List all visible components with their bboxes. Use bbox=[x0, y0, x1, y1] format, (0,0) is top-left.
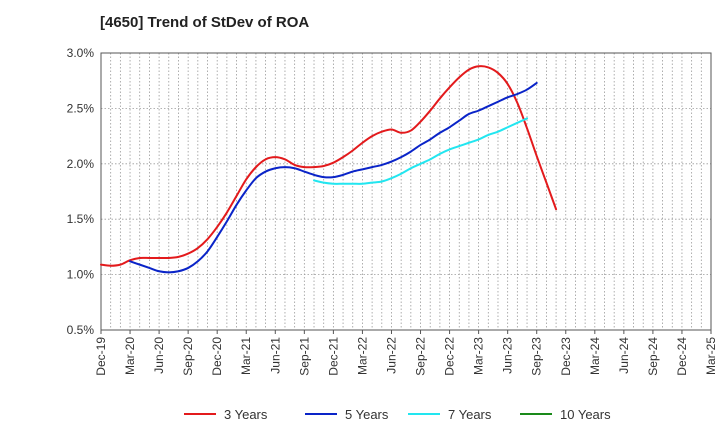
legend-label: 10 Years bbox=[560, 407, 611, 422]
x-tick-label: Dec-23 bbox=[559, 337, 573, 376]
x-tick-label: Jun-24 bbox=[617, 337, 631, 374]
y-tick-label: 0.5% bbox=[67, 323, 95, 337]
x-tick-label: Dec-20 bbox=[210, 337, 224, 376]
x-tick-label: Mar-21 bbox=[239, 337, 253, 375]
x-tick-label: Dec-24 bbox=[675, 337, 689, 376]
chart-title: [4650] Trend of StDev of ROA bbox=[100, 14, 310, 31]
x-tick-label: Mar-25 bbox=[704, 337, 718, 375]
series-line-7-years bbox=[313, 117, 529, 185]
legend-label: 7 Years bbox=[448, 407, 492, 422]
x-tick-label: Dec-22 bbox=[443, 337, 457, 376]
x-tick-label: Mar-22 bbox=[355, 337, 369, 375]
plot-frame bbox=[100, 52, 712, 331]
series-line-3-years bbox=[100, 65, 558, 267]
x-tick-label: Sep-23 bbox=[530, 337, 544, 376]
x-tick-label: Sep-21 bbox=[297, 337, 311, 376]
x-tick-label: Jun-22 bbox=[384, 337, 398, 374]
x-axis-ticks: Dec-19 Mar-20 Jun-20 Sep-20 Dec-20 Mar-21 Jun-… bbox=[94, 330, 718, 376]
y-tick-label: 2.5% bbox=[67, 101, 95, 115]
y-axis-ticks: 0.5% 1.0% 1.5% 2.0% 2.5% 3.0% bbox=[67, 46, 95, 337]
x-tick-label: Jun-20 bbox=[152, 337, 166, 374]
y-tick-label: 1.5% bbox=[67, 212, 95, 226]
x-tick-label: Sep-20 bbox=[181, 337, 195, 376]
legend-label: 3 Years bbox=[224, 407, 268, 422]
x-tick-label: Dec-19 bbox=[94, 337, 108, 376]
x-tick-label: Mar-20 bbox=[123, 337, 137, 375]
y-tick-label: 1.0% bbox=[67, 268, 95, 282]
x-tick-label: Sep-22 bbox=[414, 337, 428, 376]
y-tick-label: 3.0% bbox=[67, 46, 95, 60]
grid-layer bbox=[101, 53, 711, 330]
y-tick-label: 2.0% bbox=[67, 157, 95, 171]
x-tick-label: Dec-21 bbox=[326, 337, 340, 376]
x-tick-label: Jun-21 bbox=[268, 337, 282, 374]
legend: 3 Years 5 Years 7 Years 10 Years bbox=[184, 407, 611, 422]
x-tick-label: Mar-24 bbox=[588, 337, 602, 375]
x-tick-label: Mar-23 bbox=[472, 337, 486, 375]
series-line-5-years bbox=[129, 81, 538, 274]
legend-label: 5 Years bbox=[345, 407, 389, 422]
x-tick-label: Sep-24 bbox=[646, 337, 660, 376]
x-tick-label: Jun-23 bbox=[501, 337, 515, 374]
series-layer bbox=[100, 65, 558, 274]
